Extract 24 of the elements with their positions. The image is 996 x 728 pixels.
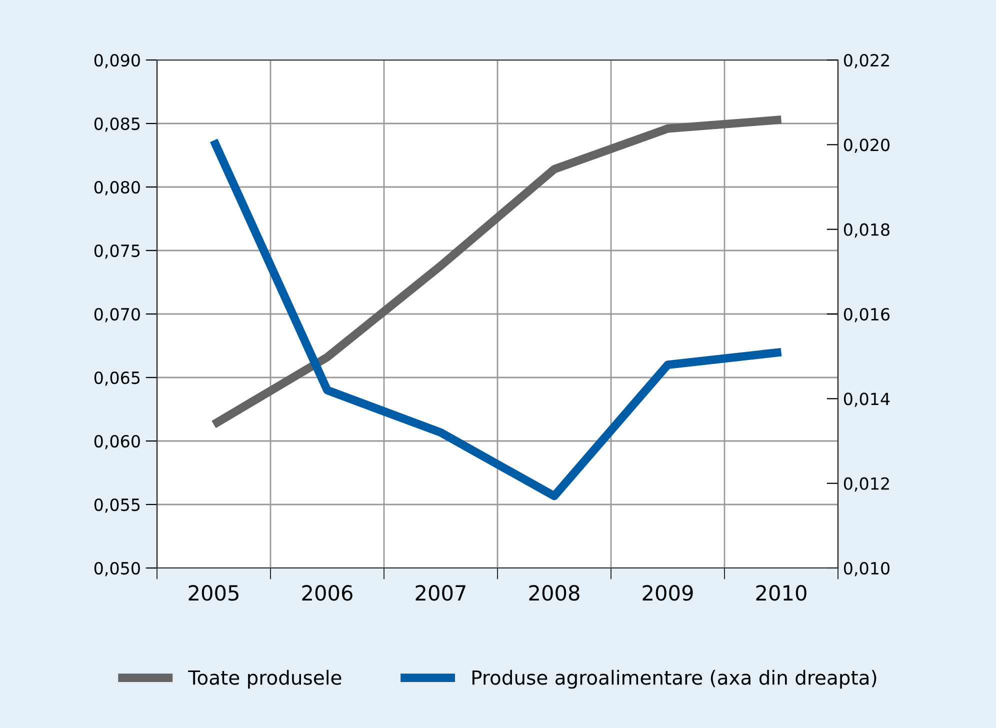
y2-tick-label: 0,014 <box>844 392 890 407</box>
y-tick-label: 0,080 <box>94 180 140 196</box>
y-tick-label: 0,070 <box>94 308 140 322</box>
y2-tick-label: 0,010 <box>844 562 890 576</box>
x-tick-label: 2005 <box>188 585 238 601</box>
y-tick-label: 0,050 <box>94 562 140 576</box>
y-tick-label: 0,075 <box>94 244 140 259</box>
y-tick-label: 0,085 <box>94 117 140 132</box>
legend-label: Produse agroalimentare (axa din dreapta) <box>472 670 876 689</box>
y2-tick-label: 0,018 <box>844 223 890 238</box>
x-tick-label: 2009 <box>642 585 693 601</box>
legend-label: Toate produsele <box>188 670 342 689</box>
y-tick-label: 0,055 <box>94 498 140 513</box>
y2-tick-label: 0,020 <box>844 138 890 153</box>
y-tick-label: 0,060 <box>94 434 140 450</box>
x-tick-label: 2007 <box>416 585 466 601</box>
x-tick-label: 2010 <box>756 585 806 601</box>
y-tick-label: 0,065 <box>94 371 140 386</box>
x-tick-label: 2006 <box>302 585 352 601</box>
y2-tick-label: 0,016 <box>844 308 890 322</box>
y2-tick-label: 0,022 <box>844 54 889 68</box>
y2-tick-label: 0,012 <box>844 477 889 492</box>
y-tick-label: 0,090 <box>94 54 140 68</box>
x-tick-label: 2008 <box>529 585 580 601</box>
